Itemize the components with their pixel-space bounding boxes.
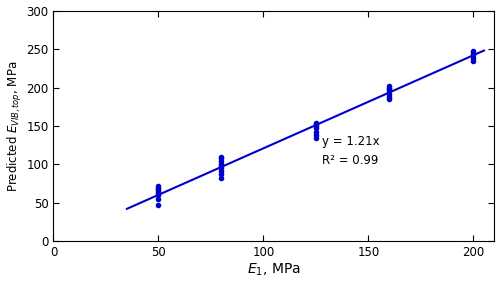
Text: y = 1.21x
R² = 0.99: y = 1.21x R² = 0.99 [322,135,380,167]
Y-axis label: Predicted $E_{VIB,top}$, MPa: Predicted $E_{VIB,top}$, MPa [6,60,24,192]
X-axis label: $E_1$, MPa: $E_1$, MPa [247,262,301,278]
